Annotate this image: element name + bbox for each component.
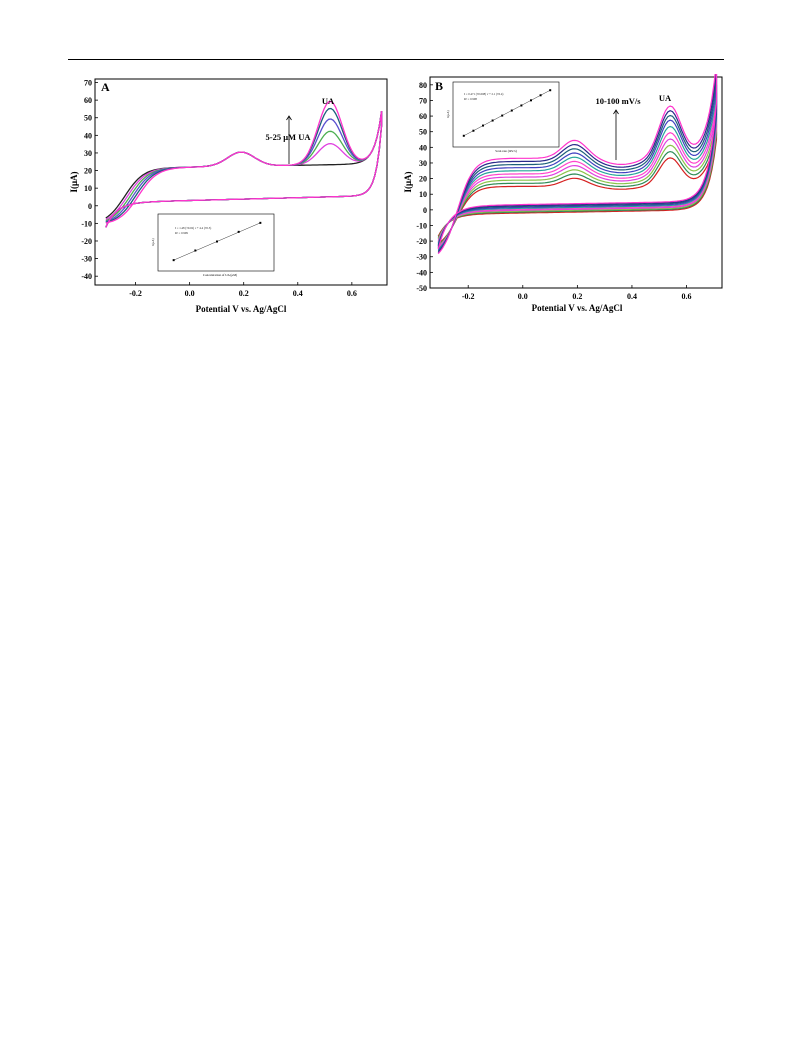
y-tick-label: 0 bbox=[423, 206, 427, 215]
x-axis: -0.2 0.0 0.2 0.4 0.6 bbox=[462, 285, 692, 301]
cv-chart-b: B -50 -40 -30 -20 -10 0 10 20 30 40 50 60 70 80 -0.2 0… bbox=[403, 61, 723, 313]
inset-point bbox=[194, 249, 197, 252]
inset-point bbox=[539, 94, 542, 97]
cv-curve bbox=[105, 107, 383, 228]
inset-point bbox=[482, 124, 484, 127]
x-tick-label: 0.0 bbox=[185, 289, 195, 298]
y-tick-label: 40 bbox=[84, 131, 92, 140]
x-tick-label: 0.6 bbox=[682, 292, 692, 301]
inset-equation: I = 0.471 (±0.008) v + 2.1 (±0.4) bbox=[464, 92, 503, 96]
y-tick-label: 60 bbox=[84, 96, 92, 105]
y-tick-label: 20 bbox=[84, 167, 92, 176]
inset-point bbox=[549, 89, 552, 92]
x-tick-label: 0.2 bbox=[572, 292, 582, 301]
plot-frame bbox=[94, 78, 388, 286]
x-tick-label: 0.4 bbox=[293, 289, 303, 298]
header-rule bbox=[68, 59, 724, 60]
annotation-text: 10-100 mV/s bbox=[595, 96, 641, 106]
inset-point bbox=[237, 230, 240, 233]
inset-point bbox=[216, 240, 218, 243]
inset-point bbox=[530, 99, 532, 102]
y-tick-label: -20 bbox=[416, 237, 427, 246]
y-axis-label: I(μA) bbox=[403, 171, 413, 192]
y-tick-label: -10 bbox=[81, 219, 92, 228]
cv-curve bbox=[105, 111, 383, 228]
y-tick-label: 30 bbox=[419, 159, 427, 168]
y-tick-label: 80 bbox=[419, 81, 427, 90]
inset-equation: I = 1.48 (±0.02) c + 4.4 (±0.3) bbox=[175, 226, 211, 230]
x-tick-label: 0.2 bbox=[239, 289, 249, 298]
inset-point bbox=[520, 104, 523, 107]
x-tick-label: -0.2 bbox=[129, 289, 142, 298]
inset-point bbox=[172, 259, 175, 262]
inset-y-label: I(μA) bbox=[446, 110, 450, 117]
cv-curves bbox=[437, 61, 718, 255]
plot-frame bbox=[429, 76, 723, 289]
y-tick-label: 50 bbox=[84, 114, 92, 123]
inset-r2: R² = 0.999 bbox=[175, 231, 188, 235]
inset-calibration-plot: I = 0.471 (±0.008) v + 2.1 (±0.4) R² = 0… bbox=[446, 81, 560, 153]
peak-label: UA bbox=[659, 93, 672, 103]
inset-point bbox=[510, 109, 513, 112]
x-axis-label: Potential V vs. Ag/AgCl bbox=[196, 304, 287, 314]
y-axis: -50 -40 -30 -20 -10 0 10 20 30 40 50 60 70 80 bbox=[416, 81, 433, 293]
y-axis-label: I(μA) bbox=[69, 171, 79, 192]
y-tick-label: -20 bbox=[81, 237, 92, 246]
inset-point bbox=[501, 114, 504, 117]
cv-curves bbox=[105, 100, 383, 228]
cv-curve bbox=[105, 111, 383, 228]
annotation-arrowhead bbox=[613, 109, 619, 115]
inset-fit-line bbox=[463, 90, 551, 136]
inset-point bbox=[259, 221, 262, 224]
inset-point bbox=[472, 129, 475, 132]
inset-x-label: Concentration of UA (μM) bbox=[203, 273, 237, 277]
inset-point bbox=[462, 134, 465, 137]
y-tick-label: 40 bbox=[419, 143, 427, 152]
panel-label: A bbox=[101, 80, 110, 94]
annotation-text: 5-25 μM UA bbox=[266, 132, 312, 142]
cv-curve bbox=[105, 100, 383, 228]
y-tick-label: 70 bbox=[84, 79, 92, 88]
y-tick-label: -30 bbox=[416, 253, 427, 262]
inset-y-label: I(μA) bbox=[151, 238, 155, 245]
inset-r2: R² = 0.998 bbox=[464, 97, 477, 101]
y-tick-label: -40 bbox=[416, 268, 427, 277]
y-tick-label: -10 bbox=[416, 221, 427, 230]
y-tick-label: 50 bbox=[419, 128, 427, 137]
y-tick-label: 20 bbox=[419, 175, 427, 184]
y-tick-label: -40 bbox=[81, 272, 92, 281]
x-tick-label: 0.0 bbox=[518, 292, 528, 301]
y-tick-label: 10 bbox=[419, 190, 427, 199]
cv-curve bbox=[437, 61, 718, 255]
peak-label: UA bbox=[322, 96, 335, 106]
x-axis: -0.2 0.0 0.2 0.4 0.6 bbox=[129, 282, 357, 298]
chart-panel-b: B -50 -40 -30 -20 -10 0 10 20 30 40 50 60 70 80 -0.2 0… bbox=[402, 61, 727, 320]
x-tick-label: 0.4 bbox=[627, 292, 637, 301]
x-axis-label: Potential V vs. Ag/AgCl bbox=[532, 303, 623, 313]
inset-point bbox=[491, 119, 494, 122]
y-axis: -40 -30 -20 -10 0 10 20 30 40 50 60 70 bbox=[81, 79, 98, 281]
panel-label: B bbox=[435, 79, 443, 93]
x-tick-label: 0.6 bbox=[347, 289, 357, 298]
annotation-arrowhead bbox=[286, 115, 292, 121]
y-tick-label: 0 bbox=[88, 202, 92, 211]
y-tick-label: 30 bbox=[84, 149, 92, 158]
y-tick-label: -30 bbox=[81, 255, 92, 264]
y-tick-label: -50 bbox=[416, 284, 427, 293]
cv-chart-a: A -40 -30 -20 -10 0 10 20 30 40 50 60 70 -0.2 0.0 0.2… bbox=[69, 78, 388, 314]
y-tick-label: 10 bbox=[84, 184, 92, 193]
x-tick-label: -0.2 bbox=[462, 292, 475, 301]
inset-frame bbox=[452, 81, 560, 148]
y-tick-label: 70 bbox=[419, 96, 427, 105]
cv-curve bbox=[105, 111, 383, 228]
y-tick-label: 60 bbox=[419, 112, 427, 121]
inset-x-label: Scan rate (mV/s) bbox=[495, 149, 517, 153]
cv-curve bbox=[105, 111, 383, 228]
chart-panel-a: A -40 -30 -20 -10 0 10 20 30 40 50 60 70 -0.2 0.0 0.2… bbox=[68, 74, 391, 321]
inset-calibration-plot: I = 1.48 (±0.02) c + 4.4 (±0.3) R² = 0.9… bbox=[151, 213, 275, 277]
